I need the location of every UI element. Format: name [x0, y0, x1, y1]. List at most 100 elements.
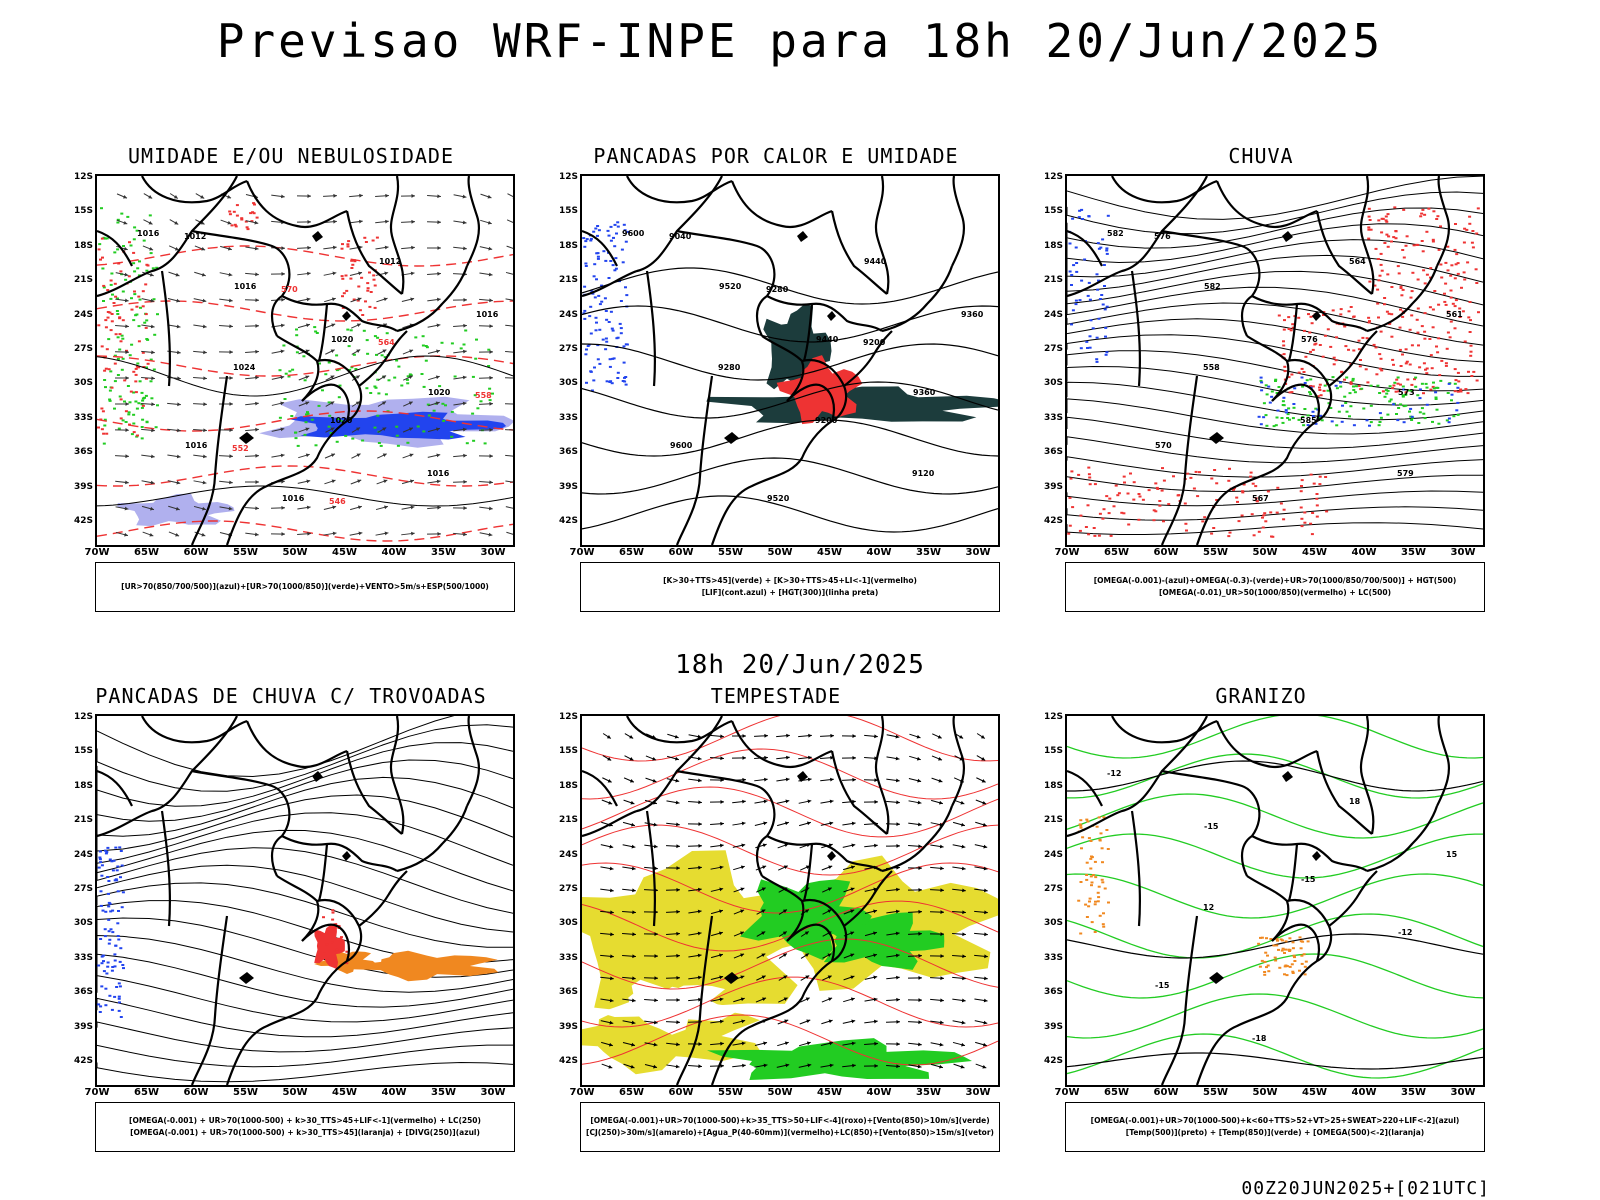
wind-arrowhead: [608, 1042, 613, 1047]
latitude-tick-label: 21S: [1044, 815, 1064, 826]
shaded-cell: [1285, 974, 1289, 977]
country-border: [626, 716, 733, 744]
shaded-cell: [1387, 235, 1391, 238]
shaded-cell: [1343, 395, 1347, 398]
longitude-tick-label: 50W: [282, 1087, 308, 1098]
wind-arrowhead: [332, 245, 337, 250]
wind-arrowhead: [610, 932, 614, 937]
country-border: [1160, 915, 1199, 1085]
country-border: [710, 960, 833, 1085]
contour-line: [97, 485, 513, 507]
country-border: [766, 835, 883, 872]
shaded-cell: [121, 319, 125, 322]
shaded-cell: [607, 321, 611, 323]
wind-arrowhead: [761, 953, 766, 958]
wind-arrowhead: [783, 997, 788, 1002]
wind-arrowhead: [763, 821, 768, 826]
shaded-cell: [113, 251, 117, 254]
shaded-cell: [1313, 343, 1317, 346]
streamline: [97, 997, 513, 1038]
contour-line: [97, 410, 513, 432]
contour-value-label: 9600: [670, 441, 693, 450]
shaded-cell: [366, 289, 370, 292]
shaded-cell: [1447, 382, 1451, 385]
shaded-cell: [104, 1004, 108, 1007]
shaded-cell: [1090, 921, 1094, 924]
shaded-cell: [108, 399, 112, 402]
wind-arrowhead: [653, 822, 658, 827]
streamline: [1067, 207, 1483, 249]
shaded-cell: [364, 300, 367, 303]
shaded-cell: [1077, 473, 1081, 476]
shaded-cell: [1290, 391, 1294, 394]
shaded-cell: [1344, 345, 1348, 348]
wind-arrowhead: [332, 531, 337, 536]
shaded-cell: [117, 910, 120, 912]
shaded-cell: [106, 289, 110, 292]
shaded-cell: [1387, 312, 1391, 315]
shaded-cell: [1241, 490, 1245, 493]
wind-vector: [506, 219, 513, 223]
shaded-cell: [406, 375, 410, 378]
shaded-cell: [1099, 832, 1103, 835]
wind-arrowhead: [851, 821, 856, 826]
shaded-cell: [1272, 425, 1276, 428]
wind-arrowhead: [675, 778, 680, 783]
wind-arrowhead: [720, 821, 724, 826]
shaded-cell: [100, 962, 104, 965]
country-border: [97, 229, 133, 267]
contour-value-label: 9440: [864, 257, 887, 266]
wind-arrowhead: [437, 246, 441, 250]
wind-arrowhead: [698, 865, 702, 870]
country-border: [358, 870, 408, 927]
wind-arrowhead: [829, 1063, 834, 1068]
shaded-cell: [129, 390, 133, 393]
shaded-cell: [1249, 475, 1253, 478]
shaded-cell: [1345, 410, 1349, 413]
shaded-cell: [99, 938, 103, 940]
shaded-cell: [134, 400, 138, 403]
shaded-cell: [1399, 285, 1403, 288]
shaded-cell: [1257, 415, 1261, 418]
wind-arrowhead: [938, 756, 943, 761]
wind-arrowhead: [852, 756, 856, 760]
country-border: [358, 330, 408, 387]
shaded-cell: [1259, 379, 1263, 382]
wind-arrowhead: [720, 734, 724, 739]
shaded-cell: [1347, 348, 1350, 351]
streamline: [97, 776, 513, 837]
wind-arrowhead: [764, 733, 768, 738]
shaded-cell: [255, 216, 259, 219]
shaded-cell: [1394, 230, 1398, 233]
wind-arrowhead: [306, 323, 310, 328]
shaded-cell: [1459, 388, 1463, 391]
wind-arrowhead: [463, 323, 467, 328]
shaded-cell: [1379, 252, 1383, 255]
latitude-tick-label: 18S: [559, 240, 579, 251]
shaded-cell: [109, 297, 113, 300]
shaded-cell: [351, 263, 355, 266]
shaded-cell: [1410, 290, 1414, 293]
shaded-cell: [1137, 518, 1141, 521]
shaded-cell: [1228, 467, 1231, 470]
shaded-cell: [120, 864, 124, 867]
shaded-cell: [119, 398, 123, 401]
wind-arrowhead: [436, 479, 441, 484]
shaded-cell: [135, 229, 139, 232]
wind-arrowhead: [940, 976, 944, 981]
wind-arrowhead: [652, 778, 657, 783]
wind-arrowhead: [698, 800, 702, 805]
shaded-cell: [1291, 941, 1295, 944]
shaded-cell: [1446, 392, 1450, 394]
wind-arrowhead: [358, 531, 363, 536]
shaded-cell: [1300, 479, 1304, 482]
shaded-cell: [464, 329, 468, 332]
latitude-tick-label: 30S: [74, 918, 94, 929]
wind-arrowhead: [676, 931, 680, 936]
wind-arrowhead: [356, 349, 361, 354]
wind-arrowhead: [783, 865, 788, 870]
wind-arrowhead: [408, 401, 413, 406]
wind-arrowhead: [676, 1020, 680, 1025]
shaded-cell: [1258, 965, 1262, 968]
wind-arrowhead: [437, 271, 441, 276]
